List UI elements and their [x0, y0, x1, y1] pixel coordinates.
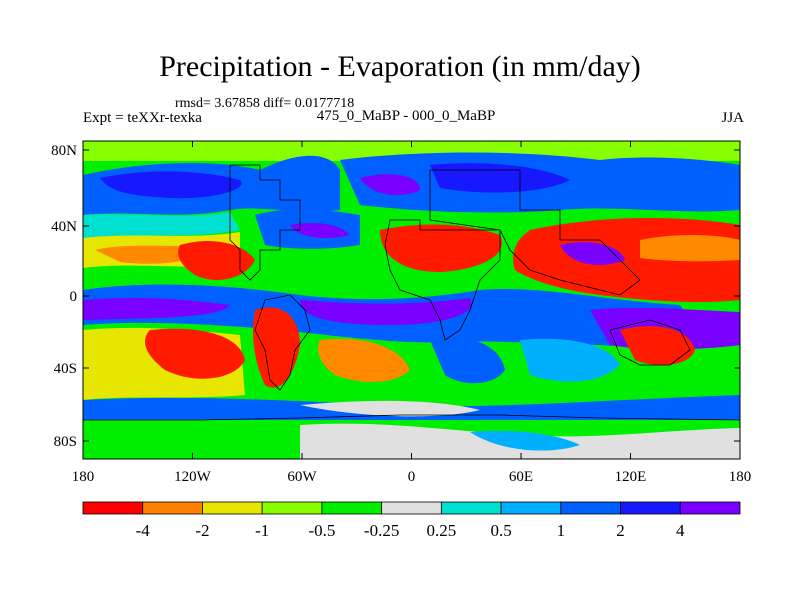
lon-tick-label: 60W: [287, 469, 317, 485]
field-indian-blue: [520, 338, 620, 382]
colorbar-label: 0.5: [490, 521, 511, 540]
lat-tick-label: 40S: [54, 361, 77, 377]
field-safrica-blue: [430, 337, 505, 384]
colorbar-label: -0.5: [308, 521, 335, 540]
coastline-north-america: [229, 164, 301, 281]
longitude-axis: 180 120W 60W 0 60E 120E 180: [72, 141, 752, 485]
coastline-africa: [384, 219, 501, 341]
field-antarctic-lightblue: [470, 430, 580, 451]
chart-title: Precipitation - Evaporation (in mm/day): [159, 50, 641, 83]
lon-tick-label: 180: [729, 469, 752, 485]
field-epacific-purple: [83, 297, 230, 320]
field-nh-cyan: [83, 212, 240, 238]
season-label: JJA: [721, 110, 744, 126]
field-nafrica-red: [380, 224, 502, 272]
coastline-australia: [609, 319, 691, 366]
field-asia-purple: [560, 242, 625, 265]
field-arctic: [83, 141, 740, 161]
field-satlantic-orange: [318, 338, 410, 382]
colorbar-label: -1: [255, 521, 269, 540]
map-field: [83, 141, 740, 459]
lat-tick-label: 40N: [51, 219, 77, 235]
colorbar-label: -4: [136, 521, 151, 540]
colorbar-swatch: [202, 501, 263, 515]
lon-tick-label: 180: [72, 469, 95, 485]
colorbar-label: -0.25: [364, 521, 399, 540]
comparison-label: 475_0_MaBP - 000_0_MaBP: [316, 108, 496, 124]
colorbar-swatch: [142, 501, 203, 515]
colorbar-swatch: [560, 501, 621, 515]
field-europe-purple: [360, 174, 420, 196]
colorbar-label: -2: [195, 521, 209, 540]
colorbar-swatch: [381, 501, 442, 515]
colorbar: -4 -2 -1 -0.5 -0.25 0.25 0.5 1 2 4: [82, 501, 741, 540]
lat-tick-label: 80N: [51, 143, 77, 159]
colorbar-swatch: [261, 501, 323, 515]
colorbar-swatch: [440, 501, 502, 515]
field-npacific-orange: [95, 245, 202, 264]
field-spacific-red: [145, 328, 245, 379]
lon-tick-label: 120W: [174, 469, 212, 485]
field-australia-red: [620, 326, 695, 366]
colorbar-label: 1: [557, 521, 566, 540]
field-camerica-red: [178, 240, 255, 280]
colorbar-swatch: [321, 501, 383, 515]
colorbar-label: 2: [616, 521, 625, 540]
lon-tick-label: 0: [408, 469, 416, 485]
field-natlantic-purple: [290, 223, 350, 238]
field-equatorial-purple: [300, 298, 472, 325]
field-samerica-red: [253, 307, 300, 388]
colorbar-swatch: [500, 501, 562, 515]
stats-text: rmsd= 3.67858 diff= 0.0177718: [175, 96, 355, 111]
colorbar-label: 0.25: [426, 521, 456, 540]
coastline-eurasia: [429, 169, 641, 296]
field-nh-pacific-darkblue: [100, 171, 242, 199]
lat-tick-label: 0: [70, 289, 78, 305]
field-asia-orange: [640, 235, 740, 262]
coastline-south-america: [254, 294, 311, 391]
field-siberia-darkblue: [430, 163, 570, 193]
coastlines: [83, 164, 740, 421]
colorbar-swatch: [620, 501, 681, 515]
field-southern-ocean-gray: [300, 400, 480, 417]
colorbar-label: 4: [676, 521, 685, 540]
lat-tick-label: 80S: [54, 434, 77, 450]
coastline-antarctica: [83, 414, 740, 421]
experiment-label: Expt = teXXr-texka: [83, 110, 202, 126]
lon-tick-label: 120E: [615, 469, 647, 485]
colorbar-swatch: [679, 501, 741, 515]
lon-tick-label: 60E: [509, 469, 533, 485]
latitude-axis: 80N 40N 0 40S 80S: [51, 143, 740, 450]
colorbar-swatch: [82, 501, 144, 515]
